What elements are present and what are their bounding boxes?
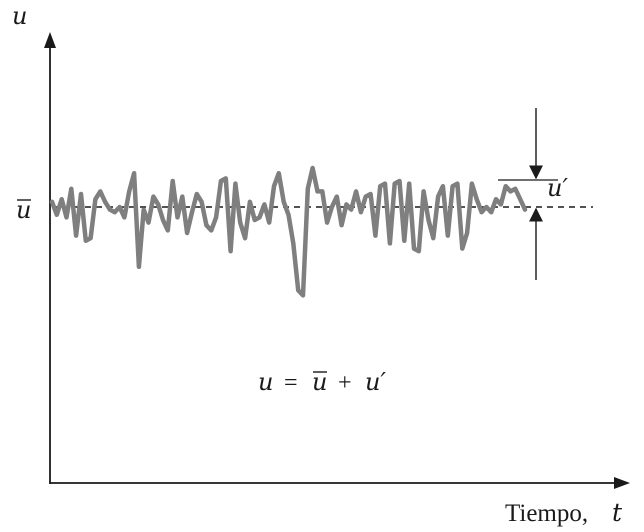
y-axis-arrow-icon: [44, 32, 56, 48]
x-axis-arrow-icon: [614, 477, 630, 489]
mean-label: u: [16, 196, 31, 224]
fluctuation-label: u′: [547, 174, 568, 202]
equation-fluct: u′: [365, 368, 386, 396]
equation-mean: u: [312, 368, 327, 396]
velocity-signal-line: [49, 165, 528, 298]
equation-plus: +: [338, 370, 352, 396]
y-axis-label: u: [12, 2, 27, 30]
decomposition-equation: u = u + u′: [258, 368, 386, 396]
x-axis-label-word: Tiempo,: [505, 500, 588, 527]
equation-equals: =: [284, 370, 298, 396]
equation-lhs: u: [258, 368, 273, 396]
x-axis-label-var: t: [612, 498, 623, 527]
